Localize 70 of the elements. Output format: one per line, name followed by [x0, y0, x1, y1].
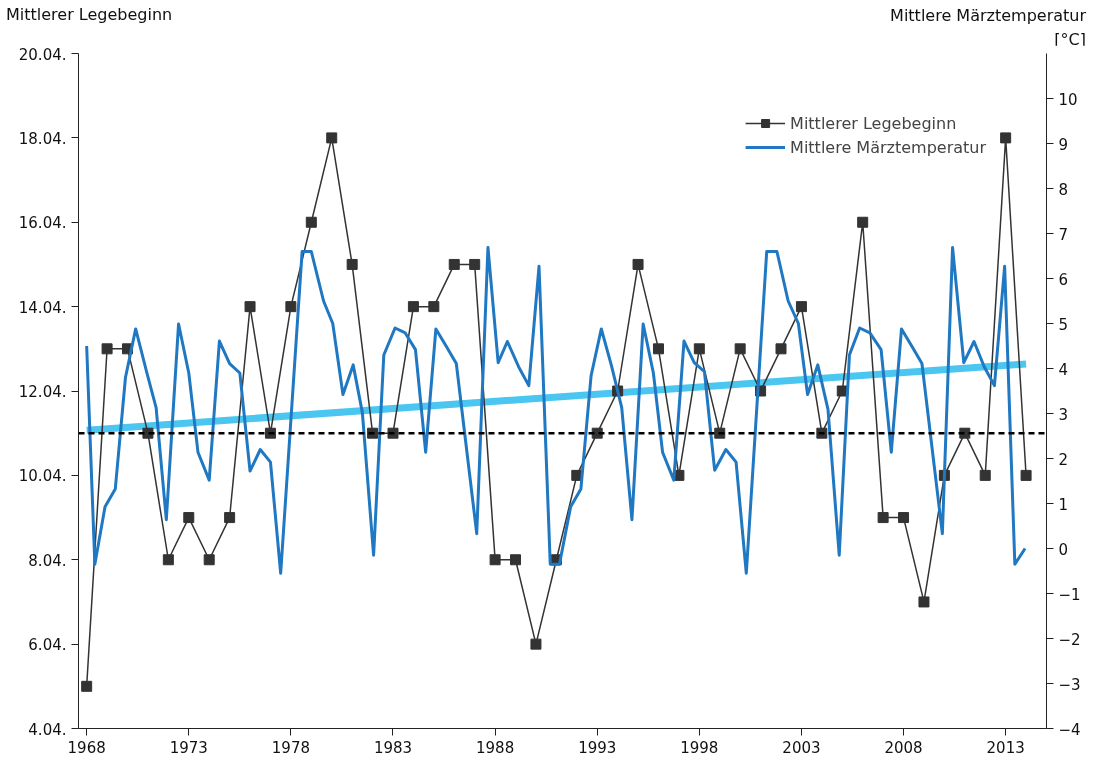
x-tick-label: 1973	[169, 738, 208, 757]
point	[693, 343, 705, 355]
y-axis-title: Mittlerer Legebeginn	[6, 4, 173, 26]
point	[346, 258, 358, 270]
x-tick-label: 2008	[884, 738, 923, 757]
y2-tick-label: −4	[1058, 720, 1081, 739]
point	[857, 216, 869, 228]
point	[469, 258, 481, 270]
y2-tick-label: −2	[1058, 630, 1081, 649]
legend-label: Mittlere Märztemperatur	[790, 137, 986, 157]
point	[775, 343, 787, 355]
y2-tick-label: −1	[1058, 585, 1081, 604]
point	[734, 343, 746, 355]
point	[836, 385, 848, 397]
point	[510, 554, 522, 566]
point	[81, 680, 93, 692]
point	[530, 638, 542, 650]
x-tick-label: 1988	[476, 738, 515, 757]
x-tick-label: 1968	[67, 738, 106, 757]
y2-tick-label: 2	[1058, 450, 1069, 469]
y2-tick-label: 3	[1058, 405, 1069, 424]
y-tick-label: 4.04.	[28, 720, 67, 739]
point	[407, 301, 419, 313]
point	[979, 469, 991, 481]
point	[448, 258, 460, 270]
point	[203, 554, 215, 566]
x-tick-label: 1998	[680, 738, 719, 757]
point	[183, 512, 195, 524]
point	[898, 512, 910, 524]
y2-tick-label: 4	[1058, 360, 1069, 379]
x-tick-label: 1978	[271, 738, 310, 757]
y-tick-label: 18.04.	[18, 129, 67, 148]
y-tick-label: 16.04.	[18, 214, 67, 233]
y2-tick-label: 8	[1058, 180, 1069, 199]
line-series	[85, 245, 1027, 575]
point	[285, 301, 297, 313]
y-tick-label: 8.04.	[28, 551, 67, 570]
y2-tick-label: 6	[1058, 270, 1069, 289]
point	[795, 301, 807, 313]
x-tick-label: 2013	[986, 738, 1025, 757]
y2-tick-label: 0	[1058, 540, 1069, 559]
point	[632, 258, 644, 270]
y-tick-label: 12.04.	[18, 383, 67, 401]
x-tick-label: 1983	[373, 738, 413, 757]
point	[428, 301, 440, 313]
point	[652, 343, 664, 355]
point	[162, 554, 174, 566]
point	[1020, 469, 1032, 481]
y2-tick-label: 5	[1058, 315, 1069, 334]
point	[101, 343, 113, 355]
x-tick-label: 1993	[578, 738, 617, 757]
point	[1000, 132, 1012, 144]
y2-tick-label: 10	[1058, 90, 1078, 109]
legend-label: Mittlerer Legebeginn	[790, 113, 957, 133]
y2-tick-label: −3	[1058, 675, 1081, 694]
point	[326, 132, 338, 144]
y2-tick-label: 1	[1058, 495, 1069, 514]
x-tick-label: 2003	[782, 738, 821, 757]
point	[918, 596, 930, 608]
point	[877, 512, 889, 524]
point	[305, 216, 317, 228]
y-tick-label: 14.04.	[18, 298, 67, 317]
y-tick-label: 6.04.	[28, 636, 67, 655]
y2-tick-label: 7	[1058, 225, 1069, 244]
point	[224, 512, 236, 524]
y-tick-label: 10.04.	[18, 467, 67, 486]
y-tick-label: 20.04.	[18, 45, 67, 64]
point	[244, 301, 256, 313]
point	[489, 554, 501, 566]
y2-tick-label: 9	[1058, 135, 1069, 154]
